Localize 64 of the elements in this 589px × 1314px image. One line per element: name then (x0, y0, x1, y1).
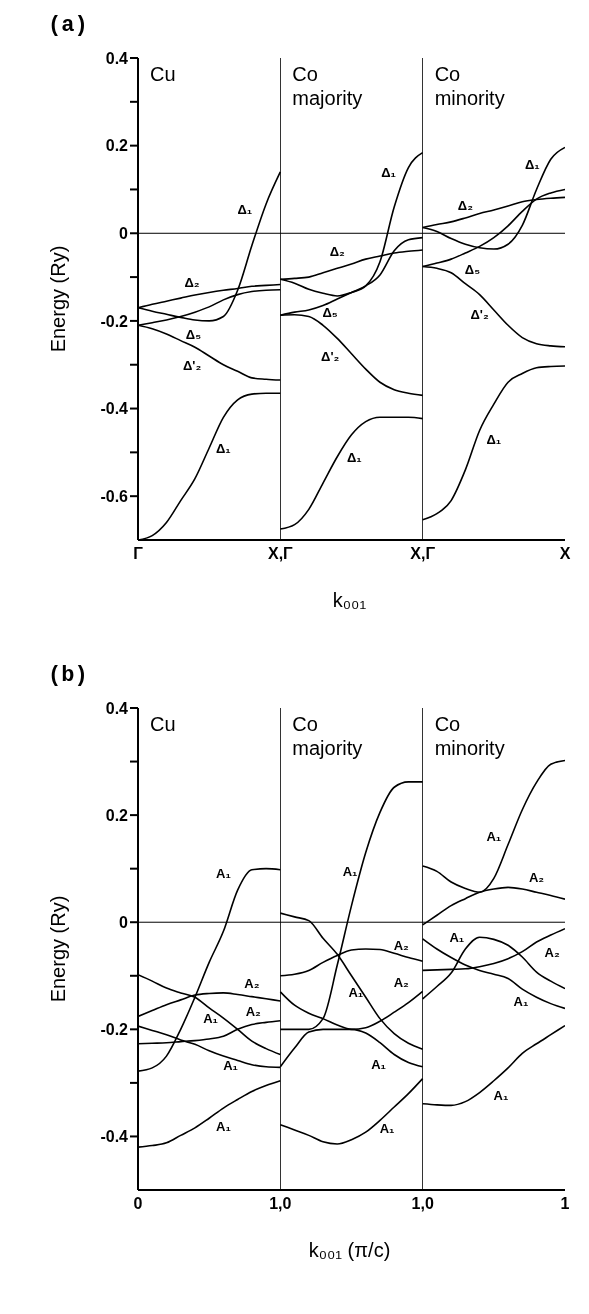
y-tick-label: 0.4 (105, 49, 129, 67)
y-tick-label: 0 (119, 913, 129, 931)
annotation: A₁ (513, 993, 529, 1009)
chart-title: (a) (47, 12, 89, 40)
y-tick-label: -0.2 (100, 312, 129, 330)
x-tick-label: X,Γ (410, 545, 436, 563)
y-tick-label: -0.6 (100, 487, 129, 505)
annotation: Δ₁ (524, 156, 540, 172)
x-tick-label: 1,0 (411, 1195, 434, 1213)
annotation: Δ₂ (329, 243, 345, 259)
annotation: A₂ (393, 937, 409, 953)
annotation: Δ₁ (237, 201, 253, 217)
x-tick-label: 1 (560, 1195, 570, 1213)
x-tick-label: X (559, 545, 571, 563)
x-axis-title: k₀₀₁ (331, 588, 368, 613)
annotation: Δ₂ (457, 197, 473, 213)
annotation: Δ₂ (184, 274, 200, 290)
chart-title: (b) (47, 662, 89, 690)
annotation: A₁ (486, 828, 502, 844)
x-axis-title: k₀₀₁ (π/c) (307, 1238, 392, 1263)
annotation: A₂ (245, 1003, 261, 1019)
annotation: Co majority (292, 62, 364, 110)
annotation: A₁ (493, 1087, 509, 1103)
annotation: Δ₅ (322, 304, 338, 320)
y-tick-label: 0.2 (105, 137, 129, 155)
annotation: A₁ (449, 929, 465, 945)
y-tick-label: -0.4 (100, 1128, 129, 1146)
annotation: A₁ (216, 865, 231, 881)
annotation: A₂ (544, 944, 560, 960)
annotation: Δ₅ (185, 326, 202, 342)
annotation: A₁ (379, 1120, 395, 1136)
y-axis-title: Energy (Ry) (47, 245, 70, 353)
annotation: A₁ (223, 1057, 238, 1073)
annotation: Co minority (434, 62, 506, 110)
annotation: Δ₁ (346, 449, 362, 465)
annotation: Δ₅ (464, 261, 481, 277)
annotation: Co majority (292, 712, 364, 760)
x-tick-label: 0 (133, 1195, 143, 1213)
x-tick-label: Γ (133, 545, 144, 563)
y-tick-label: 0.2 (105, 806, 129, 824)
annotation: A₁ (342, 863, 358, 879)
annotation: A₁ (348, 984, 364, 1000)
y-tick-label: -0.4 (100, 400, 129, 418)
annotation: Co minority (434, 712, 506, 760)
annotation: A₁ (203, 1010, 218, 1026)
annotation: Δ₁ (381, 164, 396, 180)
annotation: Δ'₂ (470, 306, 489, 322)
annotation: A₁ (216, 1118, 231, 1134)
y-tick-label: 0.4 (105, 699, 129, 717)
y-tick-label: -0.2 (100, 1021, 129, 1039)
annotation: A₂ (393, 974, 409, 990)
annotation: A₂ (244, 975, 260, 991)
y-axis-title: Energy (Ry) (47, 895, 70, 1003)
annotation: A₁ (371, 1056, 386, 1072)
y-tick-label: 0 (119, 224, 129, 242)
x-tick-label: X,Γ (267, 545, 294, 563)
annotation: Δ'₂ (321, 348, 340, 364)
annotation: A₂ (528, 869, 545, 885)
annotation: Cu (150, 712, 177, 736)
annotation: Δ'₂ (182, 357, 202, 373)
x-tick-label: 1,0 (269, 1195, 292, 1213)
annotation: Cu (150, 62, 177, 86)
annotation: Δ₁ (486, 431, 502, 447)
annotation: Δ₁ (216, 440, 231, 456)
